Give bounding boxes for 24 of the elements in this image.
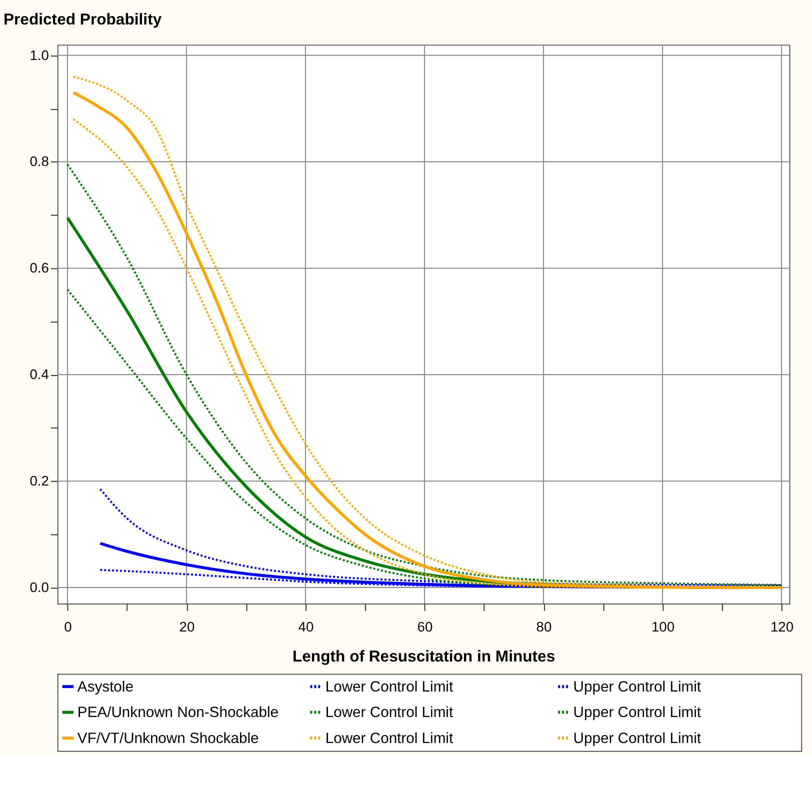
y-tick-label: 0.2 (30, 472, 49, 489)
y-tick-label: 0.6 (30, 260, 50, 276)
y-tick-label: 1.0 (30, 46, 50, 63)
legend-label: Upper Control Limit (573, 680, 702, 696)
legend-label: PEA/Unknown Non-Shockable (77, 705, 279, 722)
x-tick-label: 20 (179, 618, 195, 635)
x-axis-title: Length of Resuscitation in Minutes (292, 648, 556, 666)
x-tick-label: 80 (536, 618, 552, 635)
legend-label: Upper Control Limit (573, 705, 702, 722)
x-tick-label: 40 (298, 618, 314, 635)
legend-label: Lower Control Limit (325, 680, 454, 696)
y-tick-label: 0.4 (30, 366, 50, 382)
x-tick-label: 100 (651, 618, 675, 635)
x-tick-label: 120 (770, 618, 794, 635)
legend-label: Asystole (77, 680, 134, 696)
legend-label: VF/VT/Unknown Shockable (77, 730, 259, 747)
x-tick-label: 0 (64, 618, 72, 635)
y-axis-title: Predicted Probability (3, 11, 162, 28)
y-tick-label: 0.0 (30, 578, 50, 595)
legend-label: Lower Control Limit (325, 705, 454, 722)
legend-label: Upper Control Limit (573, 730, 702, 747)
y-tick-label: 0.8 (30, 153, 50, 170)
legend-label: Lower Control Limit (325, 730, 454, 747)
x-tick-label: 60 (417, 618, 433, 635)
